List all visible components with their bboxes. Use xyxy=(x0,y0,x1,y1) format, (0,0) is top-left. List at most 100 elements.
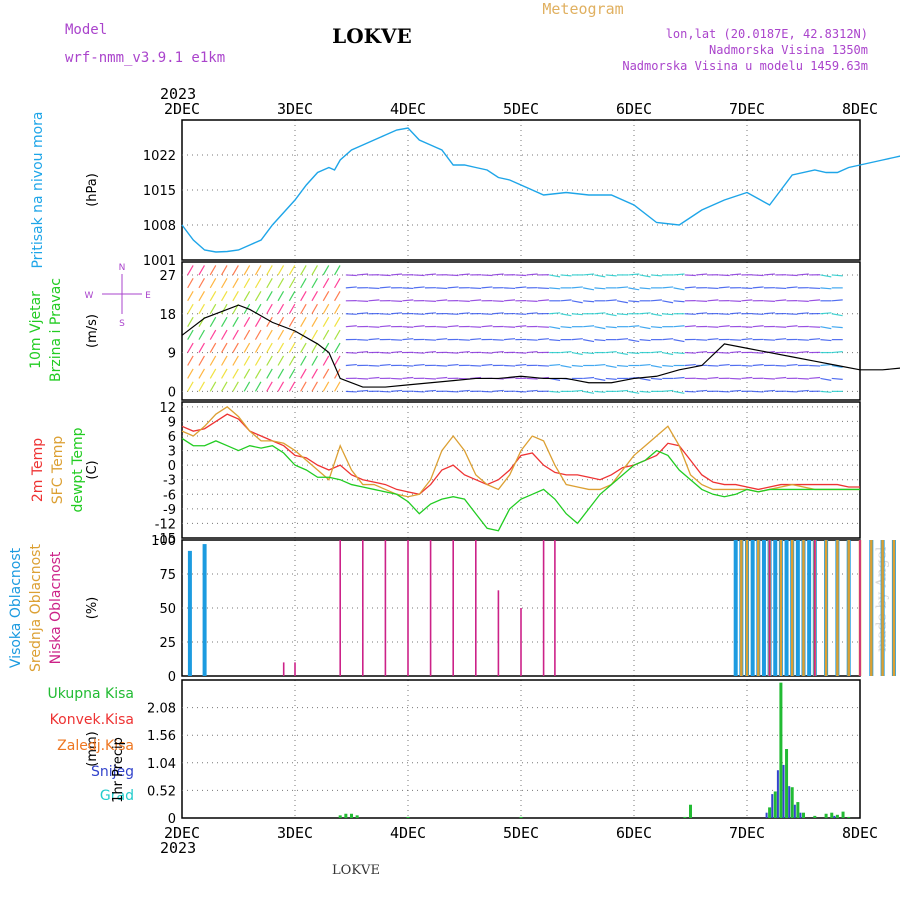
wind-barb xyxy=(650,313,662,317)
wind-barb xyxy=(413,286,425,289)
wind-barb xyxy=(254,265,262,276)
wind-barb xyxy=(583,390,595,394)
wind-barb xyxy=(515,390,527,393)
wind-barb xyxy=(368,299,380,302)
wind-barb xyxy=(605,377,617,380)
wind-barb xyxy=(447,390,459,393)
precip-snow-bar xyxy=(833,815,836,818)
y-tick-label: 0.52 xyxy=(147,784,176,799)
cloud-low-bar xyxy=(384,540,387,676)
wind-barb xyxy=(232,355,239,366)
time-tick-top: 5DEC xyxy=(503,100,539,118)
wind-barb xyxy=(424,312,436,315)
cloud-low-bar xyxy=(452,540,454,676)
y-tick-label: -3 xyxy=(163,474,176,489)
precip-snow-bar xyxy=(771,794,774,818)
wind-barb xyxy=(300,265,307,276)
wind-barb xyxy=(424,389,436,392)
wind-barb xyxy=(187,381,194,392)
y-tick-label: 2.08 xyxy=(147,702,176,717)
precip-snow-bar xyxy=(799,812,802,818)
wind-barb xyxy=(243,355,251,366)
wind-barb xyxy=(616,338,629,341)
year-bottom: 2023 xyxy=(160,839,196,857)
wind-barb xyxy=(560,299,572,302)
wind-barb xyxy=(198,355,205,366)
wind-barb xyxy=(605,274,617,277)
wind-barb xyxy=(424,377,436,380)
wind-barb xyxy=(662,364,674,368)
cloud-low-bar xyxy=(407,540,409,676)
y-tick-label: 27 xyxy=(159,269,176,284)
time-tick-bottom: 6DEC xyxy=(616,824,652,842)
wind-barb xyxy=(345,286,357,289)
wind-barb xyxy=(696,389,708,392)
year-top: 2023 xyxy=(160,85,196,103)
cloud-mid-bar xyxy=(836,540,839,676)
wind-barb xyxy=(209,342,217,353)
wind-barb xyxy=(775,364,787,367)
panel-frame xyxy=(181,261,861,401)
time-tick-bottom: 8DEC xyxy=(842,824,878,842)
wind-speed-line xyxy=(181,304,900,388)
wind-barb xyxy=(820,312,832,315)
wind-barb xyxy=(209,329,217,340)
wind-barb xyxy=(526,339,538,341)
wind-barb xyxy=(413,313,425,315)
unit-label: (%) xyxy=(85,597,100,620)
wind-barb xyxy=(322,329,330,340)
wind-barb xyxy=(390,351,403,354)
wind-barb xyxy=(605,351,617,354)
wind-barb xyxy=(345,351,357,354)
wind-barb xyxy=(254,368,262,379)
precip-total-bar xyxy=(406,816,410,818)
y-tick-label: 25 xyxy=(159,636,176,651)
wind-barb xyxy=(763,389,775,392)
cloud-high-bar xyxy=(795,540,800,676)
wind-barb xyxy=(650,299,662,302)
cloud-low-bar xyxy=(542,540,545,676)
legend-konvek-kisa: Konvek.Kisa xyxy=(50,712,134,728)
wind-barb xyxy=(198,290,205,302)
wind-barb xyxy=(831,274,843,277)
y-tick-label: -9 xyxy=(163,503,176,518)
precip-total-bar xyxy=(802,812,805,818)
wind-barb xyxy=(673,325,685,328)
precip-snow-bar xyxy=(782,764,785,818)
wind-barb xyxy=(209,355,217,366)
wind-barb xyxy=(368,376,380,380)
wind-barb xyxy=(809,376,821,380)
wind-barb xyxy=(820,339,832,342)
wind-barb xyxy=(786,325,798,328)
wind-barb xyxy=(628,325,640,328)
wind-barb xyxy=(571,389,583,392)
wind-barb xyxy=(515,325,527,328)
wind-barb xyxy=(831,377,843,380)
wind-barb xyxy=(707,326,719,328)
wind-barb xyxy=(300,368,307,379)
wind-barb xyxy=(254,278,262,289)
compass-west: W xyxy=(85,291,94,301)
wind-barb xyxy=(696,339,708,341)
wind-barb xyxy=(198,278,205,289)
wind-barb xyxy=(571,286,583,289)
wind-barb xyxy=(458,389,470,392)
wind-barb xyxy=(571,351,583,356)
wind-barb xyxy=(696,377,708,380)
compass-south: S xyxy=(119,319,125,329)
wind-barb xyxy=(209,265,217,276)
wind-barb xyxy=(831,351,843,354)
y-tick-label: 50 xyxy=(159,602,176,617)
wind-barb xyxy=(436,364,448,367)
wind-barb xyxy=(492,339,504,341)
wind-barb xyxy=(594,390,606,393)
wind-barb xyxy=(797,377,809,380)
wind-barb xyxy=(820,377,832,381)
wind-barb xyxy=(696,351,708,354)
time-tick-bottom: 5DEC xyxy=(503,824,539,842)
y-tick-label: 75 xyxy=(159,568,176,583)
wind-barb xyxy=(221,368,228,379)
wind-barb xyxy=(402,326,414,328)
wind-barb xyxy=(221,316,228,327)
wind-barb xyxy=(616,286,629,289)
